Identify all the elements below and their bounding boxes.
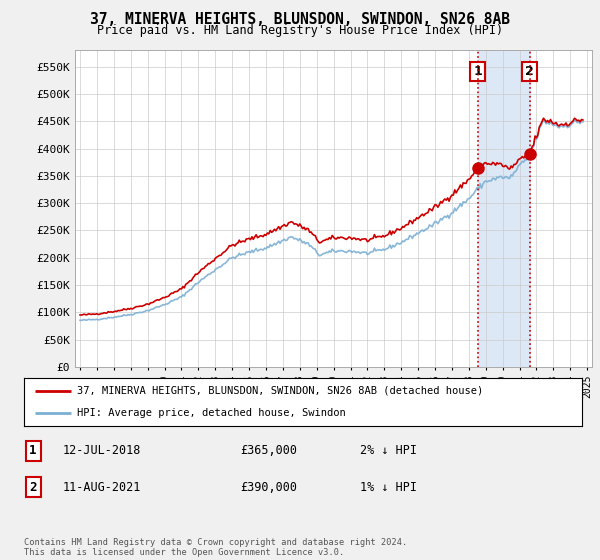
Text: £365,000: £365,000 — [240, 444, 297, 458]
Bar — [574, 50, 592, 367]
Text: 37, MINERVA HEIGHTS, BLUNSDON, SWINDON, SN26 8AB (detached house): 37, MINERVA HEIGHTS, BLUNSDON, SWINDON, … — [77, 386, 483, 396]
Text: £390,000: £390,000 — [240, 480, 297, 494]
Text: 37, MINERVA HEIGHTS, BLUNSDON, SWINDON, SN26 8AB: 37, MINERVA HEIGHTS, BLUNSDON, SWINDON, … — [90, 12, 510, 27]
Text: 2: 2 — [29, 480, 37, 494]
Bar — [478, 50, 530, 367]
Text: 12-JUL-2018: 12-JUL-2018 — [63, 444, 142, 458]
Text: 1: 1 — [473, 64, 482, 78]
Text: 11-AUG-2021: 11-AUG-2021 — [63, 480, 142, 494]
Text: 2: 2 — [526, 64, 534, 78]
Text: Contains HM Land Registry data © Crown copyright and database right 2024.
This d: Contains HM Land Registry data © Crown c… — [24, 538, 407, 557]
Text: 2% ↓ HPI: 2% ↓ HPI — [360, 444, 417, 458]
Text: Price paid vs. HM Land Registry's House Price Index (HPI): Price paid vs. HM Land Registry's House … — [97, 24, 503, 36]
Text: HPI: Average price, detached house, Swindon: HPI: Average price, detached house, Swin… — [77, 408, 346, 418]
Text: 1% ↓ HPI: 1% ↓ HPI — [360, 480, 417, 494]
Text: 1: 1 — [29, 444, 37, 458]
